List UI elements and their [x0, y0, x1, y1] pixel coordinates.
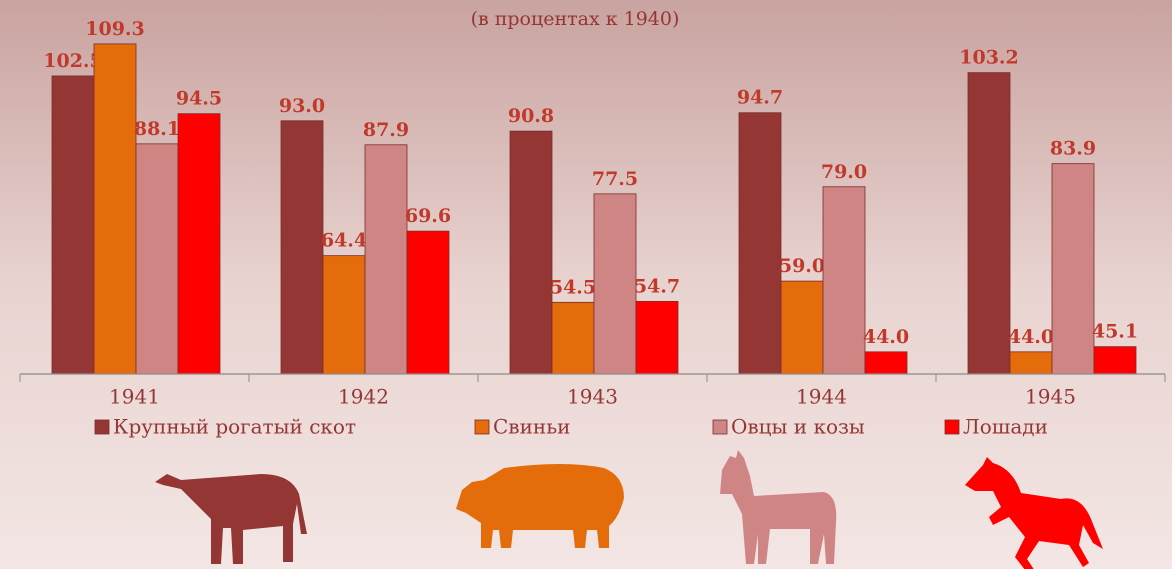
value-label: 83.9	[1050, 138, 1096, 160]
value-label: 87.9	[363, 119, 409, 141]
legend-marker	[475, 420, 489, 434]
bar	[823, 187, 865, 374]
legend-marker	[95, 420, 109, 434]
value-label: 69.6	[405, 205, 451, 227]
bar	[365, 145, 407, 374]
legend-marker	[945, 420, 959, 434]
bar	[94, 44, 136, 374]
value-label: 54.7	[634, 275, 680, 297]
bar	[1010, 352, 1052, 374]
value-label: 94.5	[176, 88, 222, 110]
bar	[281, 121, 323, 374]
bar	[1094, 347, 1136, 374]
value-label: 109.3	[85, 18, 145, 40]
x-tick-label: 1945	[1025, 385, 1076, 409]
value-label: 54.5	[550, 276, 596, 298]
x-tick-label: 1942	[338, 385, 389, 409]
bar	[510, 131, 552, 374]
chart-subtitle: (в процентах к 1940)	[471, 8, 680, 30]
legend-label: Лошади	[963, 415, 1048, 439]
value-label: 94.7	[737, 87, 783, 109]
value-label: 64.4	[321, 230, 367, 252]
bar	[407, 231, 449, 374]
bar	[178, 114, 220, 374]
bar	[323, 256, 365, 374]
bar	[594, 194, 636, 374]
bar	[636, 301, 678, 374]
value-label: 45.1	[1092, 321, 1138, 343]
value-label: 59.0	[779, 255, 825, 277]
bar	[781, 281, 823, 374]
legend-label: Свиньи	[493, 415, 570, 439]
bar	[865, 352, 907, 374]
x-tick-label: 1941	[109, 385, 160, 409]
value-label: 88.1	[134, 118, 180, 140]
x-tick-label: 1943	[567, 385, 618, 409]
bar	[968, 73, 1010, 374]
chart: (в процентах к 1940) 102.593.090.894.710…	[0, 0, 1172, 569]
bar	[1052, 164, 1094, 374]
bar	[136, 144, 178, 374]
legend-label: Овцы и козы	[731, 415, 865, 439]
value-label: 103.2	[959, 47, 1019, 69]
legend-label: Крупный рогатый скот	[113, 415, 356, 439]
legend-marker	[713, 420, 727, 434]
bar	[552, 302, 594, 374]
bar	[52, 76, 94, 374]
x-tick-label: 1944	[796, 385, 847, 409]
value-label: 90.8	[508, 105, 554, 127]
value-label: 77.5	[592, 168, 638, 190]
value-label: 44.0	[1008, 326, 1054, 348]
value-label: 93.0	[279, 95, 325, 117]
bar	[739, 113, 781, 374]
value-label: 44.0	[863, 326, 909, 348]
value-label: 79.0	[821, 161, 867, 183]
